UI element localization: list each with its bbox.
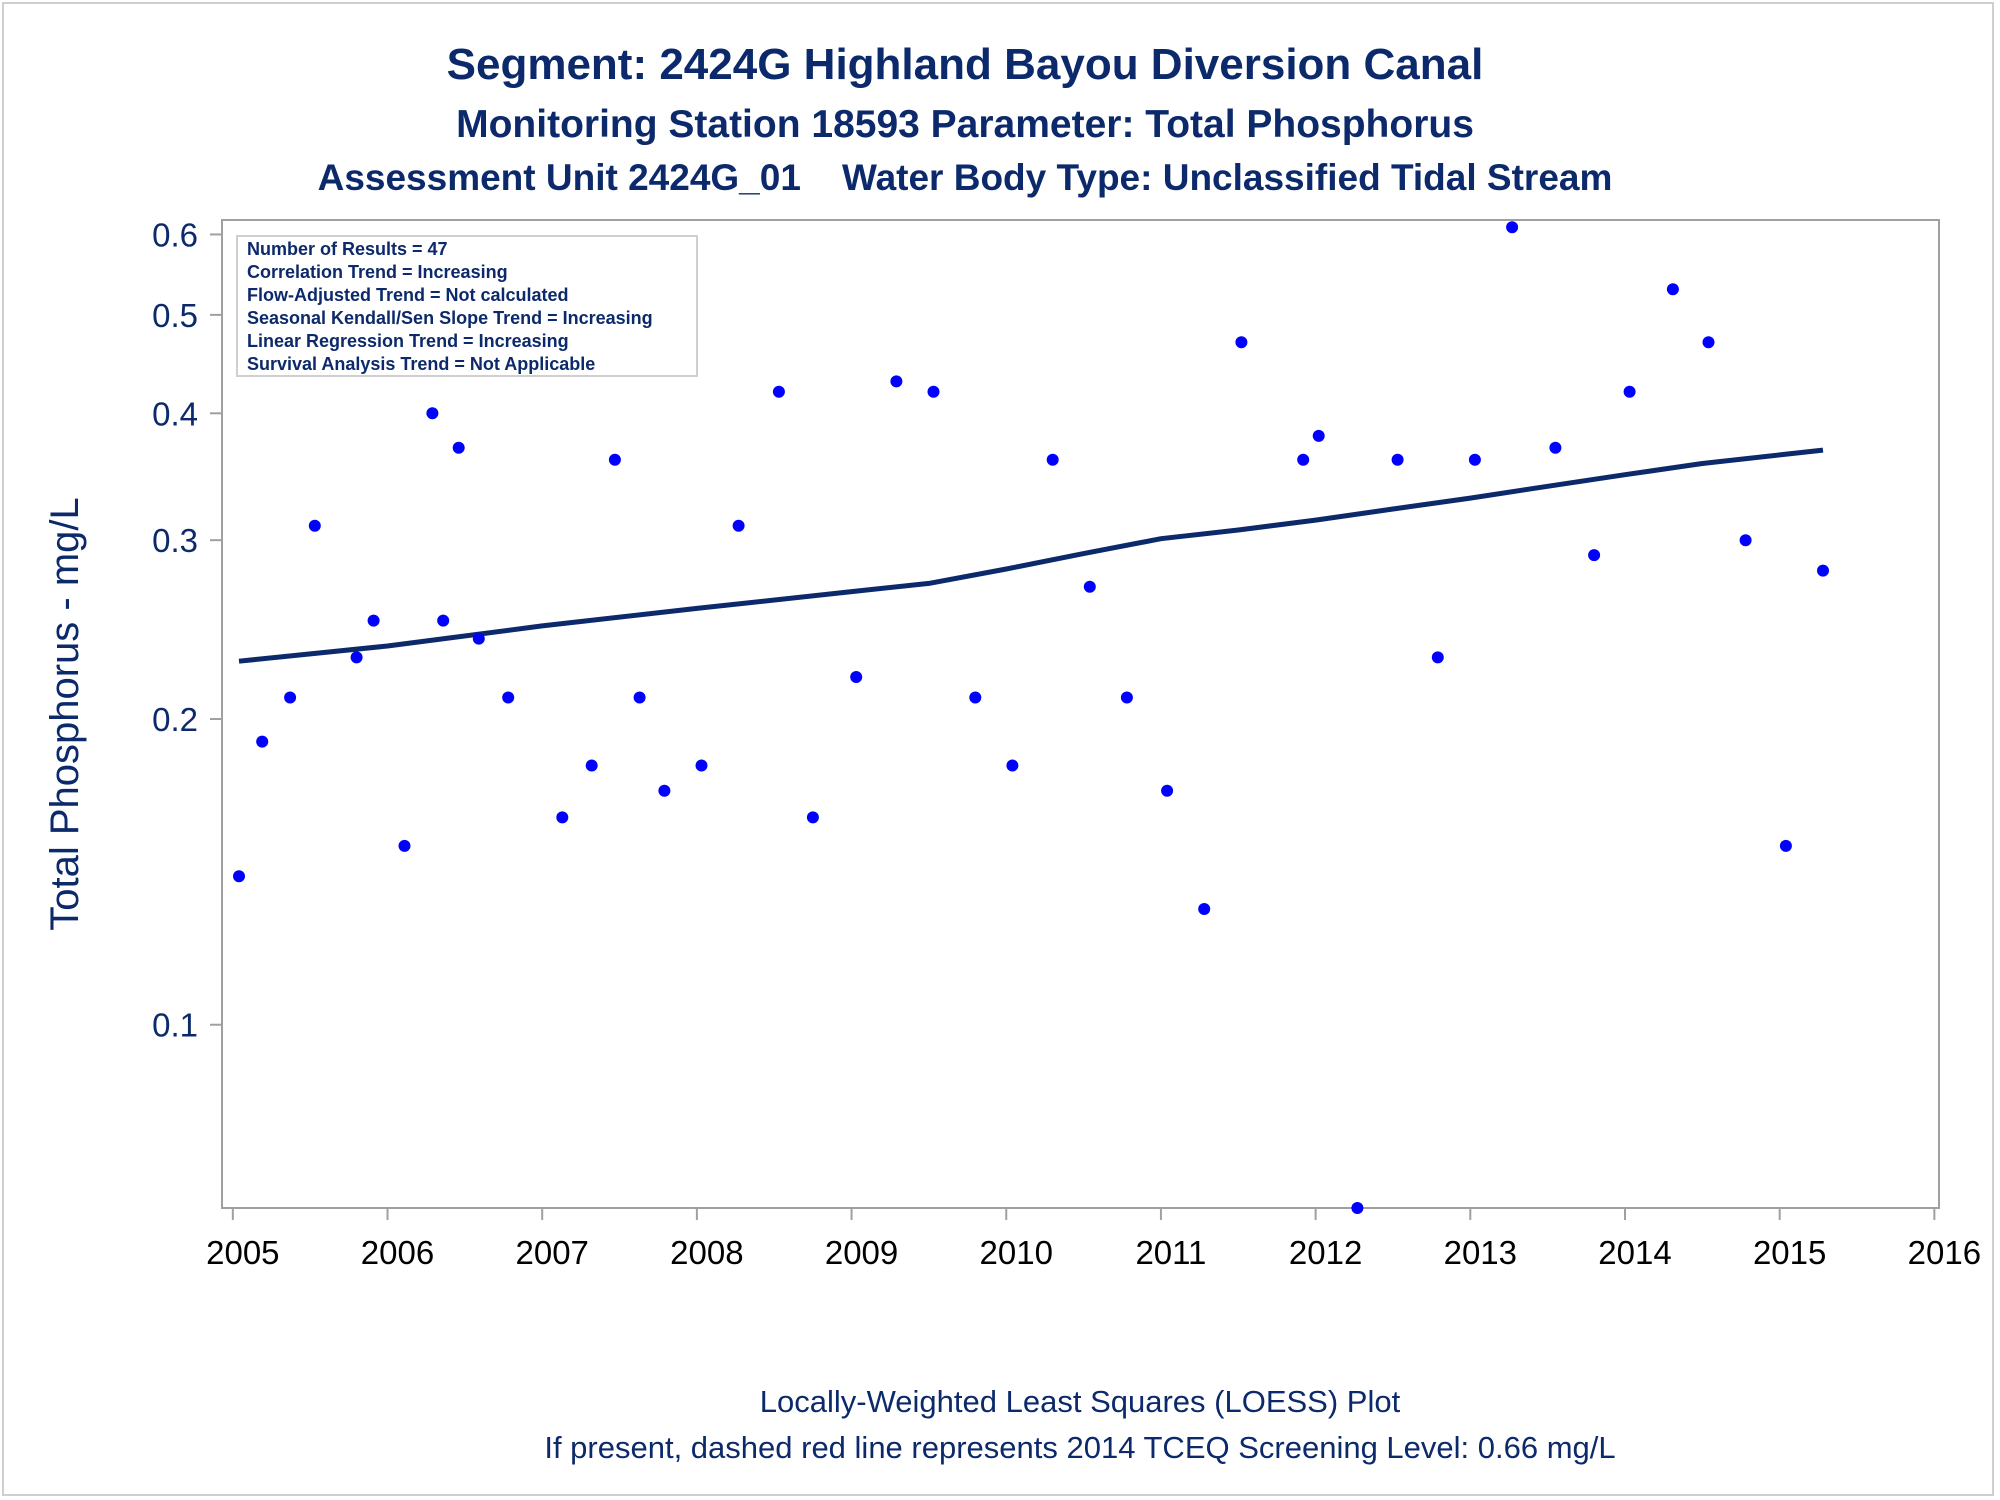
data-point [585, 759, 598, 772]
y-tick-label: 0.3 [152, 522, 198, 559]
footnote-1: Locally-Weighted Least Squares (LOESS) P… [760, 1384, 1401, 1419]
chart-subtitle-2: Assessment Unit 2424G_01 Water Body Type… [318, 157, 1613, 198]
y-tick-label: 0.6 [152, 216, 198, 253]
y-tick-label: 0.4 [152, 395, 198, 432]
data-point [437, 614, 450, 627]
data-point [890, 375, 903, 388]
x-axis: 2005 2006 2007 2008 2009 2010 2011 2012 2013 2014… [206, 1208, 1981, 1271]
stats-line: Correlation Trend = Increasing [247, 262, 508, 282]
data-point [502, 691, 515, 704]
data-point [1297, 453, 1310, 466]
stats-line: Linear Regression Trend = Increasing [247, 331, 569, 351]
data-point [426, 407, 439, 420]
data-point [772, 385, 785, 398]
loess-trend-line [238, 447, 1824, 664]
data-point [927, 385, 940, 398]
data-point [850, 671, 863, 683]
chart-title: Segment: 2424G Highland Bayou Diversion … [447, 40, 1484, 89]
data-point [608, 453, 621, 466]
data-point [732, 519, 745, 532]
data-point [1549, 441, 1562, 454]
data-point [695, 759, 708, 772]
data-point [633, 691, 646, 704]
x-tick-label: 2006 [361, 1234, 434, 1271]
data-point [1739, 534, 1752, 547]
data-point [1702, 336, 1715, 349]
data-point [1506, 221, 1519, 234]
data-point [1623, 385, 1636, 398]
stats-box-border [236, 235, 698, 377]
data-point [1431, 651, 1444, 664]
x-tick-label: 2010 [980, 1234, 1053, 1271]
footnote-2: If present, dashed red line represents 2… [544, 1430, 1615, 1465]
x-tick-label: 2014 [1598, 1234, 1671, 1271]
stats-line: Seasonal Kendall/Sen Slope Trend = Incre… [247, 308, 653, 328]
data-point [969, 691, 982, 704]
data-point [1198, 903, 1211, 915]
data-point [1666, 283, 1679, 296]
y-tick-label: 0.2 [152, 701, 198, 738]
x-tick-label: 2013 [1444, 1234, 1517, 1271]
data-point [350, 651, 363, 664]
data-point [233, 870, 245, 883]
x-tick-label: 2015 [1753, 1234, 1826, 1271]
data-point [308, 519, 321, 532]
data-point [658, 784, 671, 797]
y-axis: 0.1 0.2 0.3 0.4 0.5 0.6 [152, 216, 222, 1044]
y-tick-label: 0.5 [152, 297, 198, 334]
data-point [1161, 784, 1174, 797]
data-point [1083, 580, 1096, 593]
data-point [284, 691, 297, 704]
data-point [806, 811, 819, 824]
x-tick-label: 2005 [206, 1234, 279, 1271]
x-tick-label: 2008 [670, 1234, 743, 1271]
data-point [1235, 336, 1248, 349]
trend-layer [238, 447, 1824, 664]
stats-box: Number of Results = 47 Correlation Trend… [236, 235, 698, 377]
data-point [1817, 564, 1829, 577]
data-point [556, 811, 569, 824]
points-layer [233, 221, 1829, 1214]
stats-line: Flow-Adjusted Trend = Not calculated [247, 285, 569, 305]
x-tick-label: 2009 [825, 1234, 898, 1271]
y-tick-label: 0.1 [152, 1007, 198, 1044]
stats-line: Survival Analysis Trend = Not Applicable [247, 354, 595, 374]
data-point [472, 632, 485, 645]
data-point [1779, 839, 1792, 852]
stats-line: Number of Results = 47 [247, 239, 448, 259]
chart-subtitle: Monitoring Station 18593 Parameter: Tota… [456, 103, 1474, 146]
data-point [1046, 453, 1059, 466]
data-point [1006, 759, 1019, 772]
data-point [1391, 453, 1404, 466]
y-axis-label: Total Phosphorus - mg/L [43, 497, 87, 931]
data-point [398, 839, 411, 852]
data-point [1120, 691, 1133, 704]
data-point [1312, 429, 1325, 442]
data-point [1351, 1202, 1364, 1214]
data-point [367, 614, 380, 627]
x-tick-label: 2012 [1289, 1234, 1362, 1271]
data-point [256, 735, 269, 748]
data-point [452, 441, 465, 454]
x-tick-label: 2007 [515, 1234, 588, 1271]
data-point [1588, 549, 1601, 562]
x-tick-label: 2016 [1908, 1234, 1981, 1271]
x-tick-label: 2011 [1135, 1234, 1206, 1271]
plot-area [221, 219, 1940, 1209]
data-point [1468, 453, 1481, 466]
